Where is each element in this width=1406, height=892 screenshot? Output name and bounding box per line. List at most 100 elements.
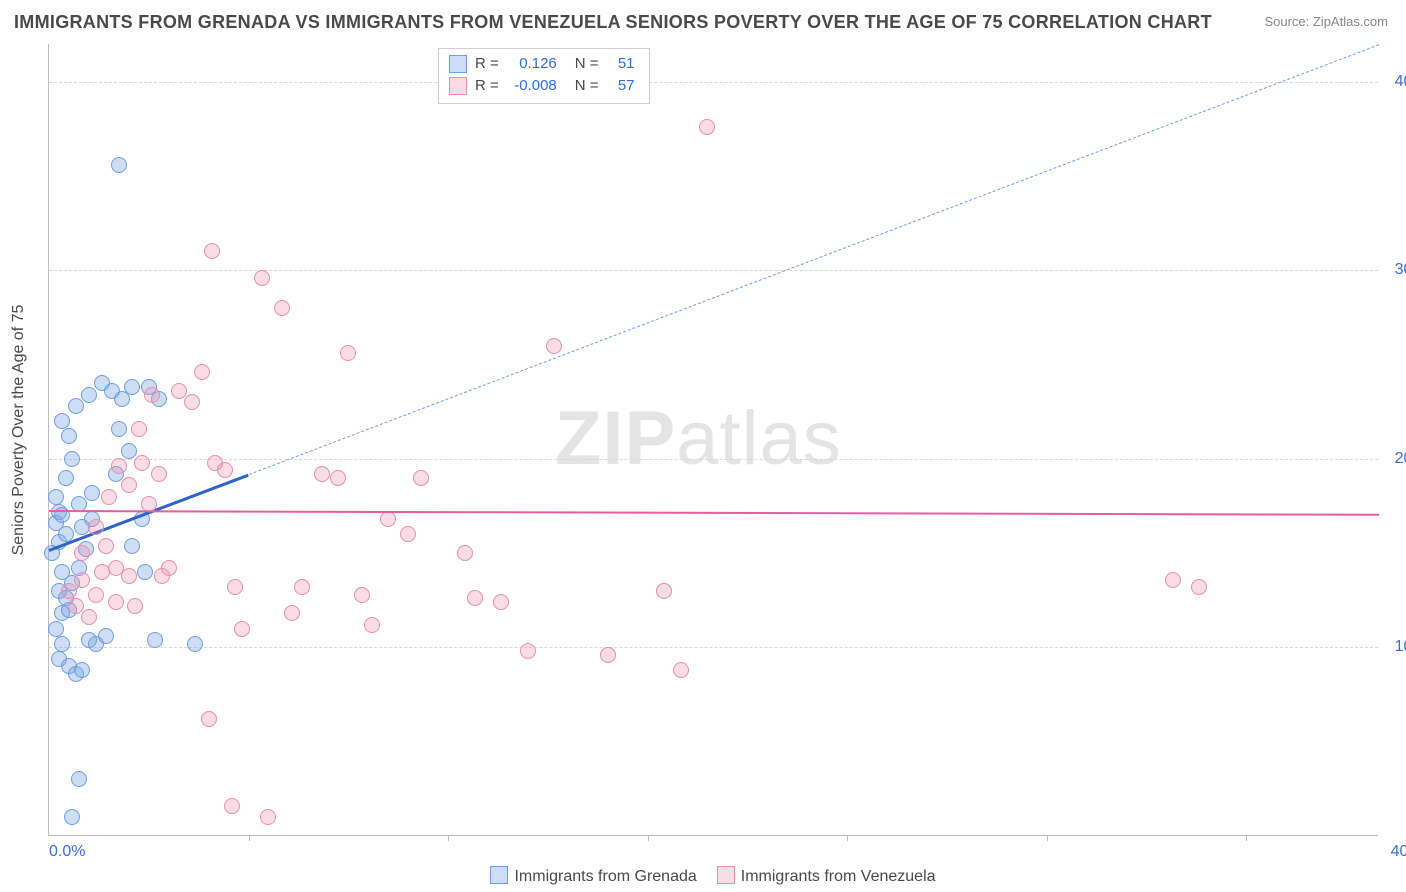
data-point-grenada [68, 398, 84, 414]
chart-title: IMMIGRANTS FROM GRENADA VS IMMIGRANTS FR… [14, 12, 1212, 33]
data-point-venezuela [699, 119, 715, 135]
data-point-venezuela [127, 598, 143, 614]
data-point-venezuela [656, 583, 672, 599]
legend-swatch [490, 866, 508, 884]
data-point-grenada [48, 621, 64, 637]
stats-legend-box: R =0.126N =51R =-0.008N =57 [438, 48, 650, 104]
data-point-venezuela [600, 647, 616, 663]
y-tick-label: 10.0% [1384, 638, 1406, 656]
data-point-venezuela [354, 587, 370, 603]
gridline-h [49, 459, 1378, 460]
legend-swatch [449, 77, 467, 95]
data-point-grenada [187, 636, 203, 652]
data-point-venezuela [61, 583, 77, 599]
data-point-venezuela [88, 519, 104, 535]
data-point-grenada [48, 489, 64, 505]
data-point-venezuela [88, 587, 104, 603]
data-point-venezuela [184, 394, 200, 410]
data-point-grenada [137, 564, 153, 580]
data-point-venezuela [274, 300, 290, 316]
data-point-venezuela [314, 466, 330, 482]
x-tick-mark [448, 835, 449, 841]
data-point-grenada [124, 538, 140, 554]
plot-area: 0.0% 40.0% 10.0%20.0%30.0%40.0% [48, 44, 1378, 836]
x-tick-mark [847, 835, 848, 841]
data-point-venezuela [108, 594, 124, 610]
legend-label-grenada: Immigrants from Grenada [514, 868, 696, 885]
data-point-grenada [64, 809, 80, 825]
data-point-venezuela [121, 568, 137, 584]
data-point-venezuela [467, 590, 483, 606]
data-point-grenada [54, 636, 70, 652]
data-point-venezuela [380, 511, 396, 527]
data-point-grenada [74, 662, 90, 678]
data-point-grenada [71, 771, 87, 787]
source-name: ZipAtlas.com [1313, 14, 1388, 29]
data-point-venezuela [260, 809, 276, 825]
data-point-venezuela [217, 462, 233, 478]
stat-r-value: 0.126 [507, 53, 557, 75]
trend-line [248, 44, 1379, 475]
data-point-venezuela [161, 560, 177, 576]
x-axis-max-label: 40.0% [1391, 843, 1406, 861]
x-tick-mark [249, 835, 250, 841]
data-point-venezuela [101, 489, 117, 505]
stat-n-label: N = [575, 75, 599, 97]
bottom-legend: Immigrants from Grenada Immigrants from V… [0, 866, 1406, 886]
data-point-venezuela [144, 387, 160, 403]
data-point-grenada [54, 413, 70, 429]
data-point-venezuela [294, 579, 310, 595]
data-point-venezuela [134, 455, 150, 471]
y-tick-label: 30.0% [1384, 261, 1406, 279]
data-point-grenada [81, 387, 97, 403]
data-point-grenada [121, 443, 137, 459]
source-label: Source: [1264, 14, 1312, 29]
x-tick-mark [1246, 835, 1247, 841]
data-point-venezuela [121, 477, 137, 493]
data-point-venezuela [194, 364, 210, 380]
stat-n-label: N = [575, 53, 599, 75]
data-point-venezuela [546, 338, 562, 354]
data-point-venezuela [254, 270, 270, 286]
data-point-venezuela [364, 617, 380, 633]
data-point-venezuela [413, 470, 429, 486]
data-point-venezuela [74, 545, 90, 561]
data-point-grenada [61, 428, 77, 444]
data-point-venezuela [234, 621, 250, 637]
x-tick-mark [648, 835, 649, 841]
y-tick-label: 20.0% [1384, 450, 1406, 468]
data-point-venezuela [330, 470, 346, 486]
data-point-venezuela [204, 243, 220, 259]
data-point-grenada [64, 451, 80, 467]
x-tick-mark [1047, 835, 1048, 841]
data-point-venezuela [68, 598, 84, 614]
stats-row-grenada: R =0.126N =51 [449, 53, 635, 75]
source-attribution: Source: ZipAtlas.com [1264, 14, 1388, 29]
data-point-venezuela [171, 383, 187, 399]
data-point-venezuela [284, 605, 300, 621]
data-point-venezuela [1165, 572, 1181, 588]
trend-line [48, 474, 249, 552]
data-point-grenada [84, 485, 100, 501]
data-point-venezuela [493, 594, 509, 610]
legend-swatch [717, 866, 735, 884]
data-point-venezuela [457, 545, 473, 561]
x-axis-min-label: 0.0% [49, 843, 85, 861]
legend-label-venezuela: Immigrants from Venezuela [741, 868, 936, 885]
y-axis-label: Seniors Poverty Over the Age of 75 [10, 305, 28, 556]
data-point-venezuela [151, 466, 167, 482]
trend-line [49, 510, 1379, 516]
legend-swatch [449, 55, 467, 73]
stat-r-label: R = [475, 75, 499, 97]
data-point-grenada [111, 421, 127, 437]
data-point-venezuela [201, 711, 217, 727]
data-point-venezuela [224, 798, 240, 814]
data-point-grenada [111, 157, 127, 173]
gridline-h [49, 647, 1378, 648]
data-point-venezuela [1191, 579, 1207, 595]
y-tick-label: 40.0% [1384, 73, 1406, 91]
data-point-venezuela [74, 572, 90, 588]
stat-r-label: R = [475, 53, 499, 75]
data-point-venezuela [400, 526, 416, 542]
gridline-h [49, 270, 1378, 271]
